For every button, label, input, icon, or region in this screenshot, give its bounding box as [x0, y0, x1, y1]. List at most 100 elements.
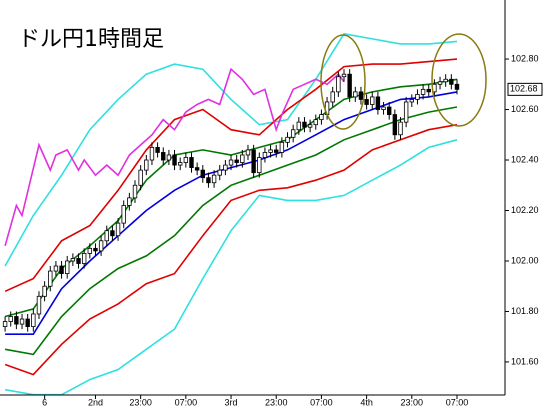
- candle-body: [426, 88, 431, 93]
- candle-body: [155, 146, 160, 153]
- candle-body: [194, 167, 200, 171]
- candle-body: [375, 96, 381, 110]
- candle-body: [217, 169, 222, 176]
- candle-body: [296, 121, 302, 131]
- candle-body: [279, 141, 285, 153]
- candle-body: [443, 78, 448, 83]
- price-tag-label: 102.68: [510, 84, 538, 94]
- candle-body: [31, 313, 36, 328]
- candle-body: [347, 73, 352, 98]
- indicator-line: [4, 139, 458, 395]
- candle-body: [302, 121, 307, 128]
- candle-body: [76, 258, 81, 264]
- x-tick-label: 2nd: [88, 397, 103, 407]
- y-tick-label: 102.80: [511, 53, 539, 63]
- y-tick-label: 102.00: [511, 255, 539, 265]
- candle-body: [70, 258, 76, 262]
- y-tick-label: 101.60: [511, 356, 539, 366]
- candle-body: [110, 230, 115, 237]
- candle-body: [115, 222, 121, 237]
- candle-body: [166, 154, 172, 161]
- highlight-circle: [431, 33, 487, 127]
- candle-body: [2, 321, 8, 328]
- candle-body: [87, 247, 93, 254]
- candle-body: [211, 174, 217, 184]
- x-tick-label: 23:00: [129, 397, 152, 407]
- candle-body: [454, 83, 460, 90]
- candle-body: [183, 157, 189, 163]
- candle-body: [200, 169, 205, 179]
- candle-body: [14, 316, 19, 325]
- indicator-line: [4, 32, 458, 267]
- candle-body: [177, 162, 183, 166]
- candle-body: [98, 240, 104, 252]
- candle-body: [268, 149, 273, 153]
- price-tag: [507, 82, 543, 96]
- x-tick-label: 07:00: [446, 397, 469, 407]
- candle-body: [358, 91, 364, 100]
- candle-body: [42, 285, 47, 297]
- candle-body: [8, 316, 13, 322]
- indicator-line: [4, 67, 345, 247]
- candle-body: [257, 157, 262, 174]
- candle-body: [138, 169, 143, 186]
- candle-body: [307, 124, 313, 128]
- indicator-line: [4, 106, 458, 356]
- candle-body: [437, 81, 443, 85]
- candle-body: [409, 99, 414, 103]
- candle-body: [25, 318, 30, 328]
- candle-body: [149, 146, 155, 161]
- x-tick-label: 23:00: [401, 397, 424, 407]
- indicator-line: [4, 123, 458, 376]
- candle-body: [172, 154, 177, 166]
- candle-body: [341, 73, 347, 78]
- candle-body: [262, 152, 268, 158]
- candle-body: [93, 247, 98, 252]
- candle-body: [330, 91, 335, 103]
- candle-body: [19, 318, 25, 325]
- axes: 101.60 101.80 102.00 102.20 102.40 102.60 102.…: [42, 53, 543, 407]
- y-tick-label: 101.80: [511, 306, 539, 316]
- candle-body: [381, 106, 386, 110]
- candle-body: [228, 159, 234, 166]
- candle-body: [81, 253, 87, 264]
- y-tick-label: 102.20: [511, 205, 539, 215]
- candle-body: [223, 164, 228, 171]
- candle-body: [48, 270, 53, 287]
- candle-body: [415, 93, 420, 100]
- candle-body: [53, 265, 59, 272]
- candle-body: [364, 99, 369, 105]
- candle-body: [319, 114, 324, 121]
- candle-body: [387, 106, 392, 115]
- candle-body: [313, 119, 318, 126]
- candle-body: [290, 129, 296, 138]
- highlight-circle: [320, 34, 366, 130]
- x-tick-label: 07:00: [310, 397, 333, 407]
- candle-body: [161, 152, 166, 161]
- candle-body: [189, 157, 194, 168]
- candle-body: [353, 91, 358, 98]
- candle-body: [398, 121, 403, 136]
- candle-body: [65, 260, 70, 274]
- x-tick-label: 3rd: [225, 397, 238, 407]
- candle-body: [121, 205, 126, 224]
- candle-body: [59, 265, 64, 274]
- candles: [2, 69, 460, 332]
- y-tick-label: 102.40: [511, 154, 539, 164]
- candle-body: [274, 149, 279, 153]
- candle-body: [392, 114, 398, 136]
- candle-body: [206, 177, 211, 184]
- candle-body: [251, 149, 256, 174]
- candle-body: [104, 230, 109, 242]
- candle-body: [127, 197, 132, 206]
- plot-area: [0, 0, 505, 395]
- candle-body: [132, 184, 138, 199]
- chart-title: ドル円1時間足: [18, 27, 164, 52]
- candle-body: [403, 101, 409, 123]
- candle-body: [144, 159, 149, 171]
- candle-body: [240, 154, 245, 163]
- x-tick-label: 23:00: [265, 397, 288, 407]
- candle-body: [420, 88, 426, 95]
